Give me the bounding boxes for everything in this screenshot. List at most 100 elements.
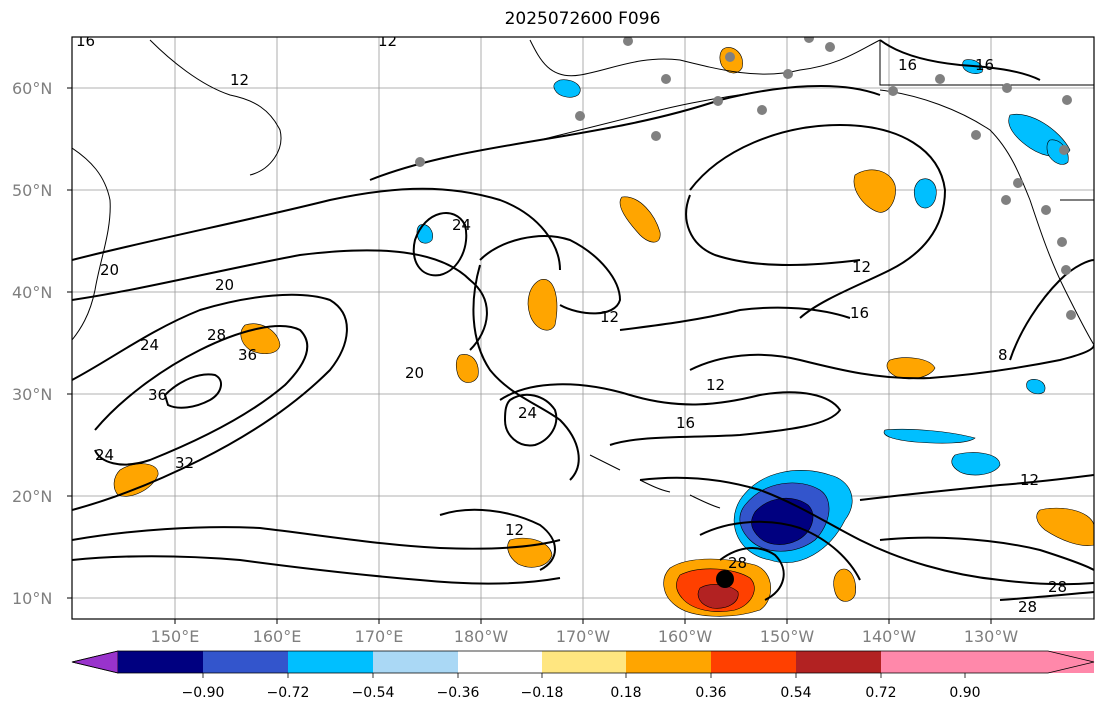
colorbar-right-extension: [965, 651, 1094, 673]
colorbar-swatch: [626, 651, 711, 673]
colorbar-tick-label: −0.54: [352, 685, 395, 701]
station-dot: [651, 131, 661, 141]
coastlines: [72, 39, 1094, 509]
station-dot: [725, 52, 735, 62]
contour-label: 16: [76, 32, 95, 50]
station-dot: [1041, 205, 1051, 215]
station-dot: [804, 37, 814, 43]
colorbar-tick-label: −0.36: [437, 685, 480, 701]
graticule: [72, 37, 1094, 619]
lon-label: 160°E: [253, 627, 302, 646]
contour-label: 12: [378, 32, 397, 50]
contour-lines: [72, 39, 1094, 601]
colorbar-swatch: [458, 651, 542, 673]
contour-label: 28: [728, 554, 747, 572]
colorbar-tick-label: −0.90: [182, 685, 225, 701]
contour-label: 20: [215, 276, 234, 294]
lat-label: 50°N: [12, 181, 52, 200]
contour-label: 36: [238, 346, 257, 364]
contour-label: 12: [706, 376, 725, 394]
lon-label: 140°W: [862, 627, 917, 646]
latitude-axis: 60°N 50°N 40°N 30°N 20°N 10°N: [12, 79, 72, 608]
contour-label: 20: [405, 364, 424, 382]
lon-label: 180°W: [454, 627, 509, 646]
contour-label: 16: [975, 56, 994, 74]
station-dot: [1013, 178, 1023, 188]
station-dot: [623, 37, 633, 46]
lon-label: 170°E: [355, 627, 404, 646]
lon-label: 130°W: [964, 627, 1019, 646]
contour-label: 28: [1048, 578, 1067, 596]
colorbar-swatch: [288, 651, 373, 673]
contour-label: 12: [1020, 471, 1039, 489]
colorbar-left-extension: [71, 650, 119, 674]
station-dot: [757, 105, 767, 115]
colorbar-swatch: [881, 651, 965, 673]
longitude-axis: 150°E 160°E 170°E 180°W 170°W 160°W 150°…: [151, 619, 1019, 646]
contour-label: 16: [898, 56, 917, 74]
contour-label-group: 12 16 12 16 16 20 24 12 12 16 8 20 28 24…: [76, 32, 1067, 616]
colorbar-tick-label: −0.18: [521, 685, 564, 701]
station-markers: [415, 37, 1076, 320]
station-dot: [1001, 195, 1011, 205]
station-dot: [1066, 310, 1076, 320]
contour-label: 24: [518, 404, 537, 422]
station-dot: [661, 74, 671, 84]
lon-label: 160°W: [658, 627, 713, 646]
lat-label: 20°N: [12, 487, 52, 506]
contour-label: 24: [140, 336, 159, 354]
contour-label: 16: [676, 414, 695, 432]
colorbar-swatch: [373, 651, 458, 673]
contour-label: 12: [230, 71, 249, 89]
contour-label: 28: [207, 326, 226, 344]
lon-label: 150°E: [151, 627, 200, 646]
station-dot: [1061, 265, 1071, 275]
contour-label: 16: [850, 304, 869, 322]
colorbar-swatch: [796, 651, 881, 673]
station-dot: [575, 111, 585, 121]
station-dot: [888, 86, 898, 96]
colorbar-swatch: [542, 651, 626, 673]
lat-label: 10°N: [12, 589, 52, 608]
lat-label: 30°N: [12, 385, 52, 404]
lon-label: 150°W: [760, 627, 815, 646]
colorbar-tick-label: 0.36: [695, 685, 726, 701]
contour-label: 20: [100, 261, 119, 279]
colorbar-swatch: [118, 651, 203, 673]
contour-label: 24: [95, 446, 114, 464]
colorbar: −0.90 −0.72 −0.54 −0.36 −0.18 0.18 0.36 …: [71, 650, 1095, 701]
station-dot: [713, 96, 723, 106]
station-dot: [1062, 95, 1072, 105]
station-dot: [1002, 83, 1012, 93]
colorbar-tick-label: 0.72: [865, 685, 896, 701]
station-dot: [783, 69, 793, 79]
contour-label: 32: [175, 454, 194, 472]
station-dot: [935, 74, 945, 84]
lat-label: 40°N: [12, 283, 52, 302]
station-dot: [825, 42, 835, 52]
storm-center-marker: [716, 570, 734, 588]
colorbar-tick-label: 0.54: [780, 685, 811, 701]
colorbar-tick-label: 0.90: [949, 685, 980, 701]
colorbar-outline: [71, 650, 1095, 674]
lon-label: 170°W: [556, 627, 611, 646]
station-dot: [971, 130, 981, 140]
colorbar-swatch: [203, 651, 288, 673]
map-title: 2025072600 F096: [504, 9, 661, 29]
contour-label: 8: [998, 346, 1008, 364]
station-dot: [415, 157, 425, 167]
contour-label: 12: [852, 258, 871, 276]
lat-label: 60°N: [12, 79, 52, 98]
colorbar-tick-label: 0.18: [610, 685, 641, 701]
shaded-field: [113, 47, 1094, 617]
contour-label: 28: [1018, 598, 1037, 616]
contour-label: 12: [600, 308, 619, 326]
contour-label: 12: [505, 521, 524, 539]
contour-label: 36: [148, 386, 167, 404]
colorbar-swatch: [711, 651, 796, 673]
station-dot: [1057, 237, 1067, 247]
colorbar-tick-label: −0.72: [267, 685, 310, 701]
contour-label: 24: [452, 216, 471, 234]
station-dot: [1059, 145, 1069, 155]
